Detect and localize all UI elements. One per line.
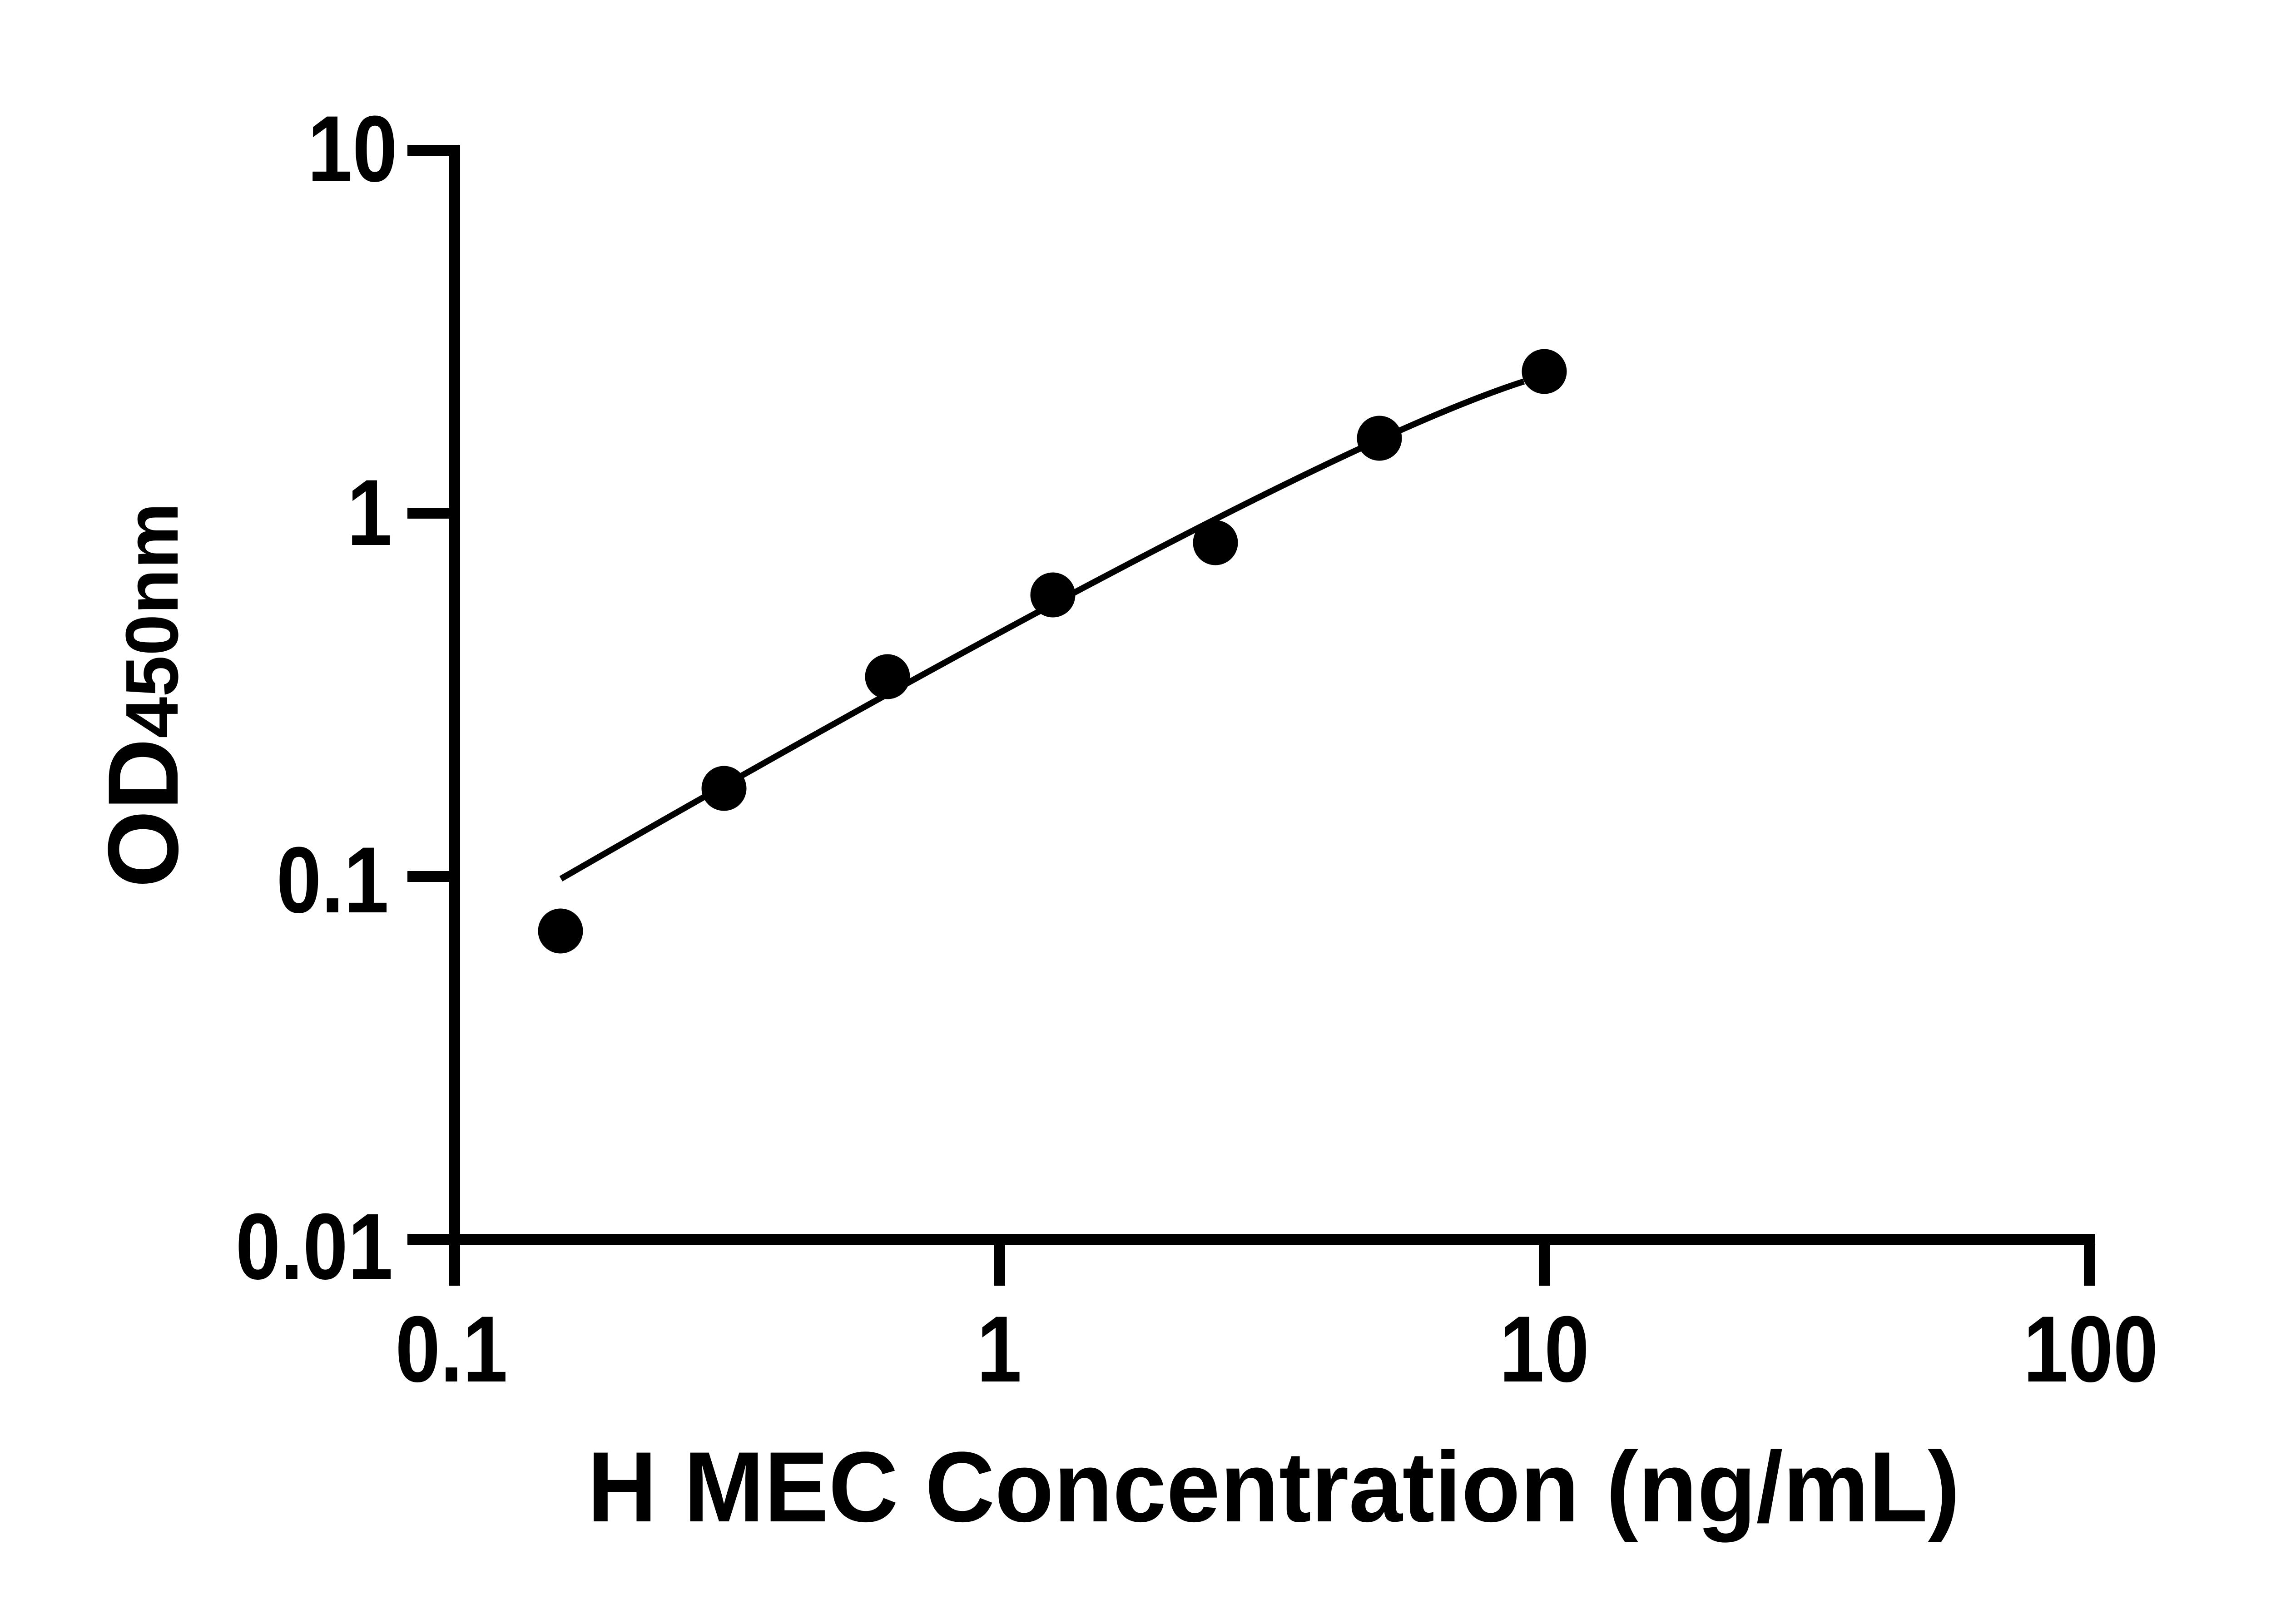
svg-text:1: 1 xyxy=(977,1296,1021,1401)
svg-text:10: 10 xyxy=(307,96,397,201)
svg-text:10: 10 xyxy=(1499,1296,1589,1401)
svg-text:0.01: 0.01 xyxy=(236,1193,393,1299)
svg-text:H MEC Concentration (ng/mL): H MEC Concentration (ng/mL) xyxy=(587,1431,1960,1543)
svg-text:0.1: 0.1 xyxy=(395,1296,507,1401)
svg-text:0.1: 0.1 xyxy=(277,827,389,932)
svg-text:1: 1 xyxy=(347,460,392,565)
svg-text:100: 100 xyxy=(2023,1296,2158,1401)
